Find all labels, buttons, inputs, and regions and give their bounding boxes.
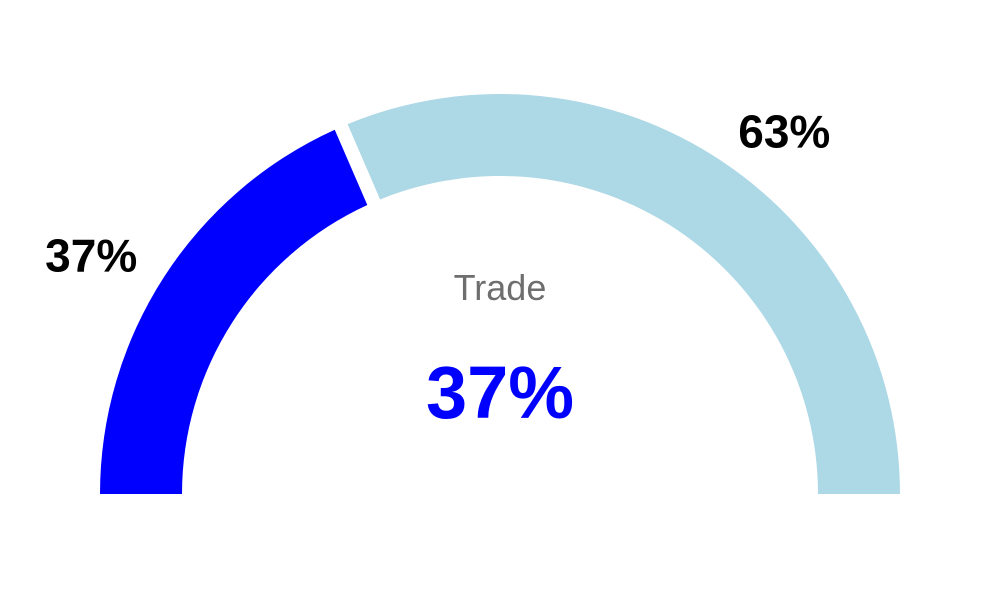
- center-label: Trade: [454, 267, 547, 308]
- gauge-segment-2: [347, 93, 900, 494]
- gauge-segment-1: [100, 129, 368, 494]
- gauge-segment-label-2: 63%: [738, 105, 830, 157]
- center-value: 37%: [426, 351, 574, 434]
- gauge-segment-labels: 37% 63%: [45, 105, 830, 281]
- gauge-segment-label-1: 37%: [45, 230, 137, 282]
- gauge-arcs: [100, 93, 900, 494]
